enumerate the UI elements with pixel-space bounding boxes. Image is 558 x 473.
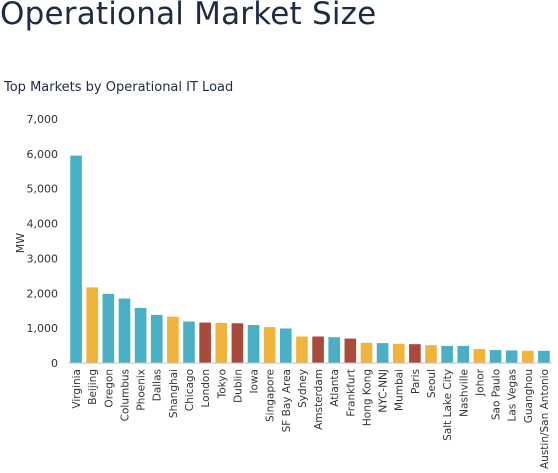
y-tick-label: 3,000 — [27, 252, 59, 265]
x-tick-label: Johor — [474, 368, 486, 397]
bar — [183, 321, 195, 363]
x-tick-label: London — [200, 369, 212, 408]
bar — [441, 345, 453, 363]
bar — [86, 287, 99, 363]
x-tick-label: Chicago — [184, 369, 196, 411]
x-tick-label: Atlanta — [329, 369, 341, 407]
x-tick-label: Sydney — [297, 369, 309, 408]
x-tick-label: Phoenix — [136, 369, 148, 411]
bar — [118, 298, 131, 363]
x-tick-label: Dallas — [152, 369, 164, 401]
y-tick-label: 6,000 — [27, 148, 59, 161]
bar — [538, 350, 550, 363]
x-tick-label: Sao Paulo — [491, 369, 503, 420]
bar — [489, 350, 502, 363]
bar — [247, 325, 260, 363]
bar — [167, 316, 179, 363]
bar — [360, 342, 373, 363]
page-title: Operational Market Size — [0, 0, 377, 32]
x-tick-label: Frankfurt — [345, 369, 357, 417]
bar — [150, 314, 163, 363]
x-tick-label: Nashville — [458, 369, 470, 417]
bar — [215, 322, 228, 363]
x-tick-label: Austin/San Antonio — [539, 369, 551, 469]
y-axis-title: MW — [14, 233, 27, 253]
bar — [505, 350, 518, 363]
bar — [134, 307, 147, 363]
bar — [521, 350, 534, 363]
bar — [70, 155, 82, 363]
x-tick-label: Oregon — [103, 369, 115, 408]
x-tick-label: Virginia — [71, 369, 83, 409]
bar — [392, 343, 405, 363]
bar — [279, 328, 292, 363]
x-tick-label: Iowa — [249, 369, 261, 394]
x-tick-label: Salt Lake City — [442, 369, 454, 441]
x-tick-label: Dublin — [232, 369, 244, 403]
bars — [70, 155, 550, 363]
x-tick-label: Tokyo — [216, 369, 228, 399]
y-tick-label: 4,000 — [27, 218, 59, 231]
y-tick-label: 2,000 — [27, 287, 59, 300]
y-tick-label: 7,000 — [27, 113, 59, 126]
x-tick-label: Paris — [410, 369, 422, 394]
bar — [328, 337, 341, 363]
bar — [376, 343, 389, 363]
y-tick-label: 5,000 — [27, 183, 59, 196]
x-tick-label: Hong Kong — [361, 369, 373, 426]
y-axis: 0 1,000 2,000 3,000 4,000 5,000 6,000 7,000 — [27, 113, 59, 370]
x-tick-label: Las Vegas — [507, 369, 519, 422]
chart-subtitle: Top Markets by Operational IT Load — [4, 80, 234, 95]
bar — [199, 322, 211, 363]
bar — [425, 345, 437, 363]
bar — [409, 344, 421, 363]
y-tick-label: 1,000 — [27, 322, 59, 335]
x-tick-label: Seoul — [426, 369, 438, 398]
bar — [263, 327, 276, 363]
bar — [473, 349, 486, 363]
x-tick-label: SF Bay Area — [281, 369, 293, 432]
y-tick-label: 0 — [51, 357, 58, 370]
x-tick-label: Shanghai — [168, 369, 180, 418]
bar — [102, 293, 115, 363]
bar — [457, 345, 470, 363]
x-tick-label: Amsterdam — [313, 369, 325, 430]
bar — [344, 338, 357, 363]
x-tick-label: Singapore — [265, 369, 277, 422]
bar — [296, 336, 308, 363]
x-tick-label: Mumbai — [394, 369, 406, 411]
x-tick-label: Columbus — [119, 369, 131, 421]
bar — [231, 323, 244, 363]
x-tick-label: Guanghou — [523, 369, 535, 423]
x-tick-label: Beijing — [87, 369, 99, 405]
bar — [312, 336, 324, 363]
x-axis-labels: Virginia Beijing Oregon Columbus Phoenix Dall… — [71, 368, 551, 469]
x-tick-label: NYC-NNJ — [378, 369, 390, 413]
